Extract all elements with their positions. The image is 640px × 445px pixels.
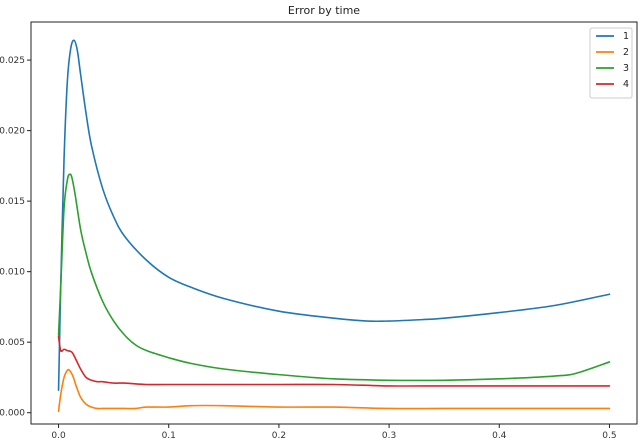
y-tick-label: 0.000 bbox=[0, 409, 25, 419]
y-tick-label: 0.015 bbox=[0, 197, 25, 207]
y-tick-label: 0.010 bbox=[0, 268, 25, 278]
x-tick-label: 0.4 bbox=[492, 431, 507, 441]
legend-label-4: 4 bbox=[623, 79, 629, 90]
x-axis: 0.0 0.1 0.2 0.3 0.4 0.5 bbox=[51, 424, 617, 441]
x-tick-label: 0.1 bbox=[162, 431, 176, 441]
x-tick-label: 0.2 bbox=[272, 431, 286, 441]
x-tick-label: 0.0 bbox=[51, 431, 66, 441]
legend: 1 2 3 4 bbox=[589, 27, 633, 99]
legend-label-2: 2 bbox=[623, 47, 629, 58]
y-tick-label: 0.025 bbox=[0, 56, 25, 66]
x-tick-label: 0.3 bbox=[382, 431, 396, 441]
y-tick-label: 0.020 bbox=[0, 127, 25, 137]
series-line-4 bbox=[57, 335, 611, 387]
chart-title: Error by time bbox=[288, 4, 360, 17]
plot-frame bbox=[30, 21, 638, 425]
x-tick-label: 0.5 bbox=[602, 431, 616, 441]
series-lines bbox=[57, 39, 611, 413]
y-axis: 0.000 0.005 0.010 0.015 0.020 0.025 bbox=[0, 56, 31, 419]
legend-box bbox=[589, 27, 633, 99]
series-line-3 bbox=[57, 173, 611, 382]
series-line-2 bbox=[57, 368, 611, 413]
legend-label-1: 1 bbox=[623, 31, 629, 42]
legend-label-3: 3 bbox=[623, 63, 629, 74]
y-tick-label: 0.005 bbox=[0, 338, 25, 348]
series-line-1 bbox=[57, 39, 611, 391]
